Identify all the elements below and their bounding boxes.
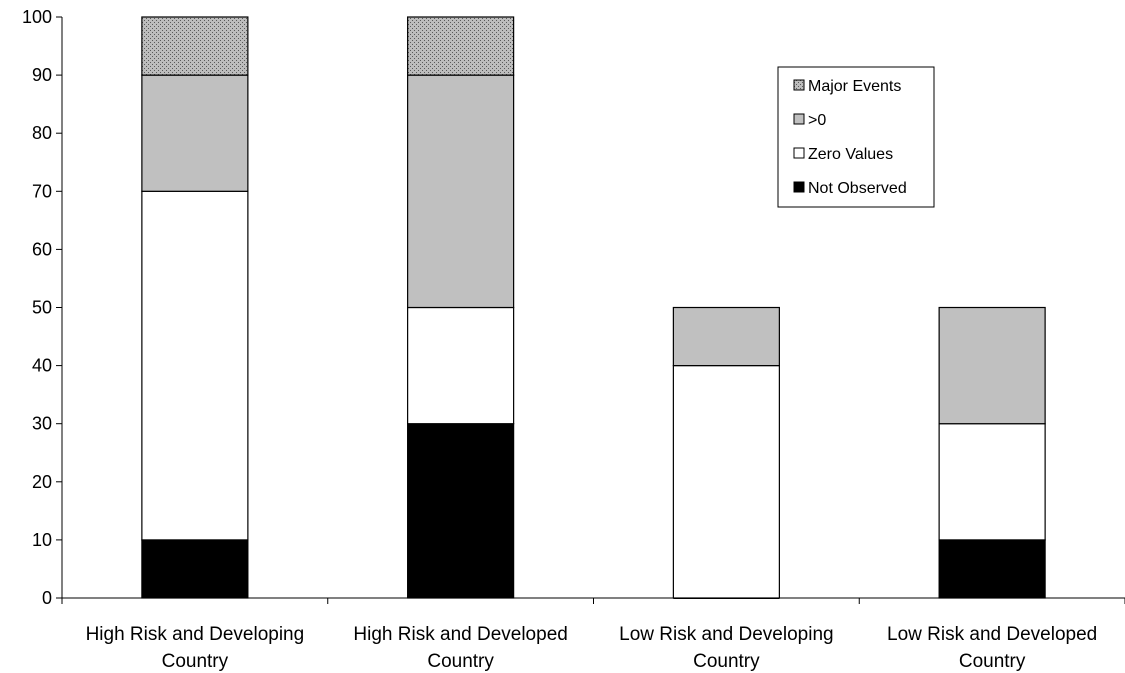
x-axis: High Risk and Developing Country High Risk… xyxy=(61,597,1125,672)
y-tick-label: 60 xyxy=(32,239,52,259)
bar-segment xyxy=(141,74,249,192)
legend-label: >0 xyxy=(808,112,826,129)
y-tick-label: 50 xyxy=(32,298,52,318)
x-category-label: High Risk and Developed xyxy=(353,624,567,645)
y-tick-label: 70 xyxy=(32,181,52,201)
bar-segment xyxy=(672,306,780,367)
legend-swatch xyxy=(793,79,805,91)
bar-segment xyxy=(407,306,515,425)
y-tick-label: 30 xyxy=(32,414,52,434)
y-tick-label: 20 xyxy=(32,472,52,492)
bar-segment xyxy=(938,423,1046,541)
x-category-label: Country xyxy=(693,651,760,672)
legend-swatch xyxy=(793,147,805,159)
x-category-label: Low Risk and Developing xyxy=(619,624,833,645)
bar-segment xyxy=(407,423,515,599)
y-tick-label: 0 xyxy=(42,588,52,608)
bar-segment xyxy=(141,16,249,76)
legend: Major Events >0 Zero Values Not Observed xyxy=(777,66,935,208)
legend-swatch xyxy=(793,113,805,125)
bar-segment xyxy=(938,539,1046,599)
legend-label: Zero Values xyxy=(808,146,893,163)
legend-swatch xyxy=(793,181,805,193)
bars xyxy=(141,16,1046,599)
y-tick-label: 10 xyxy=(32,530,52,550)
bar-segment xyxy=(141,539,249,599)
bar-segment xyxy=(407,74,515,309)
y-tick-label: 100 xyxy=(22,7,52,27)
x-category-label: Low Risk and Developed xyxy=(887,624,1097,645)
bar-segment xyxy=(407,16,515,76)
bar-segment xyxy=(141,190,249,541)
legend-label: Major Events xyxy=(808,78,901,95)
y-axis: 0 10 20 30 40 50 60 70 80 90 100 xyxy=(22,7,63,608)
x-category-label: Country xyxy=(427,651,494,672)
x-category-label: High Risk and Developing xyxy=(86,624,305,645)
y-tick-label: 90 xyxy=(32,65,52,85)
x-category-label: Country xyxy=(959,651,1026,672)
x-category-label: Country xyxy=(162,651,229,672)
y-tick-label: 40 xyxy=(32,356,52,376)
y-tick-label: 80 xyxy=(32,123,52,143)
bar-segment xyxy=(938,306,1046,425)
legend-label: Not Observed xyxy=(808,180,907,197)
bar-segment xyxy=(672,365,780,599)
